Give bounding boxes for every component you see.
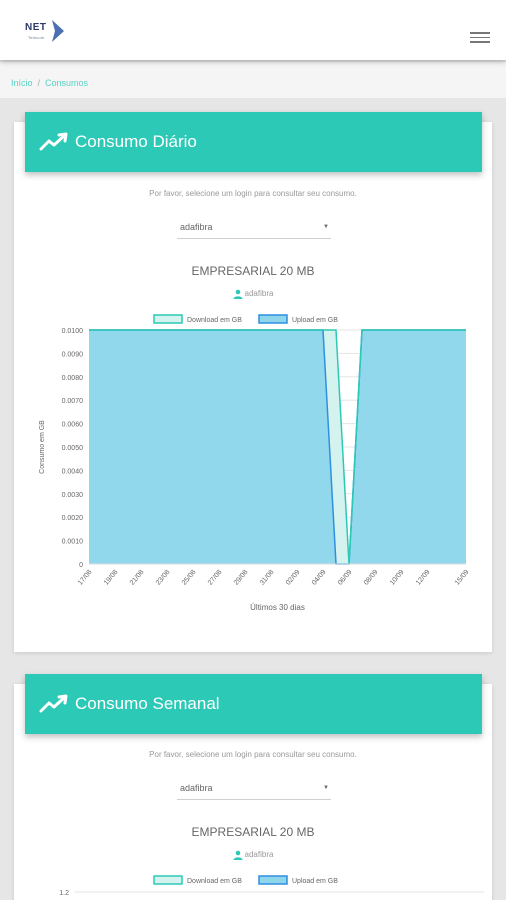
select-login-hint: Por favor, selecione um login para consu… [149,750,357,759]
download-line [89,329,466,565]
legend-swatch [258,314,288,324]
x-tick-label: 17/08 [77,569,94,587]
breadcrumb-separator: / [37,78,41,88]
daily-consumption-card: Consumo Diário Por favor, selecione um l… [14,112,492,652]
y-tick-label: 0.0070 [62,398,84,405]
breadcrumb-current[interactable]: Consumos [45,78,89,88]
user-name: adafibra [244,289,274,299]
x-tick-label: 02/09 [285,569,302,587]
y-tick-label: 0.0060 [62,422,84,429]
user-icon [233,289,243,299]
trending-up-icon [39,694,68,713]
x-tick-label: 06/09 [337,569,354,587]
user-icon [233,850,243,860]
legend-label: Download em GB [187,878,242,885]
login-select[interactable]: adafibra ▼ [177,217,331,239]
dropdown-caret-icon: ▼ [323,785,329,791]
y-tick-label: 0.0040 [62,468,84,475]
top-bar: NET Telecom [0,0,506,60]
y-tick-label: 1.2 [59,890,69,897]
y-tick-label: 0.0090 [62,351,84,358]
legend-swatch [258,875,288,885]
logo-arrow-icon [52,20,64,42]
x-axis-title: Últimos 30 dias [250,603,305,612]
plan-title: EMPRESARIAL 20 MB [191,825,315,839]
user-line: adafibra [14,289,492,299]
x-tick-label: 25/08 [181,569,198,587]
select-login-hint: Por favor, selecione um login para consu… [149,189,357,198]
y-tick-label: 0.0050 [62,445,84,452]
weekly-consumption-chart: Download em GB Upload em GB 1.2 [59,875,484,897]
legend-swatch [153,875,183,885]
weekly-card-header: Consumo Semanal [25,674,482,734]
y-tick-label: 0.0010 [62,539,84,546]
x-tick-label: 19/08 [103,569,120,587]
login-select-value: adafibra [180,783,213,793]
login-select[interactable]: adafibra ▼ [177,778,331,800]
x-tick-label: 31/08 [259,569,276,587]
x-tick-label: 04/09 [311,569,328,587]
weekly-consumption-card: Consumo Semanal Por favor, selecione um … [14,674,492,900]
daily-card-title: Consumo Diário [75,132,197,151]
dropdown-caret-icon: ▼ [323,224,329,230]
x-tick-label: 21/08 [129,569,146,587]
login-select-value: adafibra [180,222,213,232]
company-logo[interactable]: NET Telecom [24,18,68,48]
x-tick-label: 15/09 [454,569,471,587]
y-tick-label: 0 [79,562,83,569]
x-tick-label: 23/08 [155,569,172,587]
x-tick-label: 08/09 [363,569,380,587]
x-tick-label: 29/08 [233,569,250,587]
logo-subtext: Telecom [28,35,45,40]
weekly-card-title: Consumo Semanal [75,694,220,713]
breadcrumb-home-link[interactable]: Início [11,78,33,88]
y-tick-label: 0.0020 [62,515,84,522]
breadcrumb: Início / Consumos [11,78,88,88]
daily-consumption-chart: Download em GB Upload em GB 0.0100 0.0090 0.… [39,314,471,612]
user-name: adafibra [244,850,274,860]
x-tick-label: 10/09 [389,569,406,587]
daily-card-header: Consumo Diário [25,112,482,172]
trending-up-icon [39,132,68,151]
breadcrumb-bar: Início / Consumos [0,62,506,98]
upload-area [89,330,466,564]
legend-swatch [153,314,183,324]
plan-title: EMPRESARIAL 20 MB [191,264,315,278]
legend-label: Upload em GB [292,878,338,885]
logo-text: NET [25,22,47,33]
legend-label: Download em GB [187,317,242,324]
y-tick-label: 0.0080 [62,375,84,382]
legend-label: Upload em GB [292,317,338,324]
y-tick-label: 0.0100 [62,328,84,335]
user-line: adafibra [14,850,492,860]
y-tick-label: 0.0030 [62,492,84,499]
y-axis-title: Consumo em GB [39,420,46,474]
hamburger-menu-icon[interactable] [470,32,490,46]
x-tick-label: 27/08 [207,569,224,587]
x-tick-label: 12/09 [415,569,432,587]
